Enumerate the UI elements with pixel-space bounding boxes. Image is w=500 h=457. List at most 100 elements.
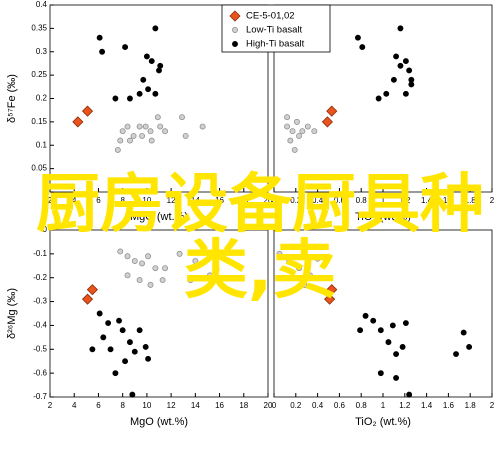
point [100,334,107,341]
y-tick-label: -0.5 [33,344,47,353]
x-tick-label: 0.6 [334,401,346,410]
point [402,58,409,65]
diamond-marker [72,116,84,128]
diamond-marker [81,293,94,305]
y-tick-label: -0.2 [33,273,47,282]
point [402,320,409,326]
point [154,114,161,121]
x-tick-label: 1.6 [443,196,455,205]
point [159,277,166,284]
x-tick-label: 12 [167,401,176,410]
point [112,370,119,377]
point [375,95,382,102]
y-tick-label: -0.6 [33,368,47,377]
x-tick-label: 2 [490,196,495,205]
point [142,123,149,130]
x-tick-label: 18 [239,196,248,205]
point [117,248,124,255]
x-tick-label: 20 [264,401,273,410]
point [162,265,169,272]
point [466,343,473,350]
point [296,132,303,139]
x-tick-label: 4 [72,401,77,410]
x-tick-label: 14 [191,196,200,205]
point [187,277,194,284]
diamond-marker [326,105,338,117]
point [393,53,400,60]
x-tick-label: 1 [381,401,386,410]
point [301,281,308,288]
point [124,123,131,130]
point [377,370,384,377]
x-tick-label: 4 [72,196,77,205]
y-tick-label: 0 [43,225,48,234]
point [157,62,164,69]
x-tick-label: 18 [239,401,248,410]
point [293,118,300,125]
point [311,128,318,135]
y-tick-label: -0.7 [33,392,47,401]
x-tick-label: 8 [120,196,125,205]
point [291,146,298,153]
x-tick-label: 1.2 [399,401,411,410]
x-tick-label: 6 [96,401,101,410]
diamond-marker [326,284,338,296]
point [162,128,169,135]
point [136,277,143,284]
y-tick-label: -0.1 [33,249,47,258]
x-tick-label: 20 [264,196,273,205]
y-axis-label: δ²⁶Mg (‰) [6,288,18,339]
point [199,123,206,130]
point [126,137,133,144]
y-tick-label: 0.25 [31,70,47,79]
point [192,258,199,264]
y-axis-label: δ⁵⁷Fe (‰) [6,74,18,123]
point [140,76,147,83]
point [126,339,133,346]
x-tick-label: 16 [215,196,224,205]
point [399,343,406,350]
point [124,253,131,260]
x-axis-label: MgO (wt.%) [130,211,188,223]
x-tick-label: 1.8 [465,401,477,410]
point [99,48,106,55]
point [370,317,377,324]
legend-marker [232,27,238,33]
point [122,44,129,51]
x-axis-label: MgO (wt.%) [130,416,188,428]
legend-box [221,4,331,53]
point [147,128,154,135]
point [393,374,400,381]
y-tick-label: 0.3 [36,47,48,56]
point [357,327,364,334]
point [408,76,415,83]
legend-label: CE-5-01,02 [246,11,295,22]
x-tick-label: 0.2 [290,196,302,205]
x-tick-label: 10 [142,401,151,410]
point [143,53,150,60]
point [284,123,291,130]
y-tick-label: 0.35 [31,23,47,32]
point [136,327,143,334]
legend-label: High-Ti basalt [246,39,305,50]
point [390,76,397,83]
point [393,351,400,358]
y-tick-label: 0 [43,187,48,196]
diamond-marker [324,293,336,305]
y-tick-label: 0.1 [36,140,48,149]
point [96,310,103,317]
x-tick-label: 16 [215,401,224,410]
point [284,114,291,121]
legend-marker [232,41,238,47]
y-tick-label: 0.4 [36,0,48,9]
y-tick-label: 0.05 [31,164,47,173]
point [126,95,133,102]
diamond-marker [81,105,94,117]
point [389,322,396,329]
point [377,327,384,334]
legend-label: Low-Ti basalt [246,25,303,36]
x-tick-label: 10 [142,196,151,205]
x-tick-label: 12 [167,196,176,205]
x-tick-label: 2 [490,401,495,410]
point [148,137,155,144]
